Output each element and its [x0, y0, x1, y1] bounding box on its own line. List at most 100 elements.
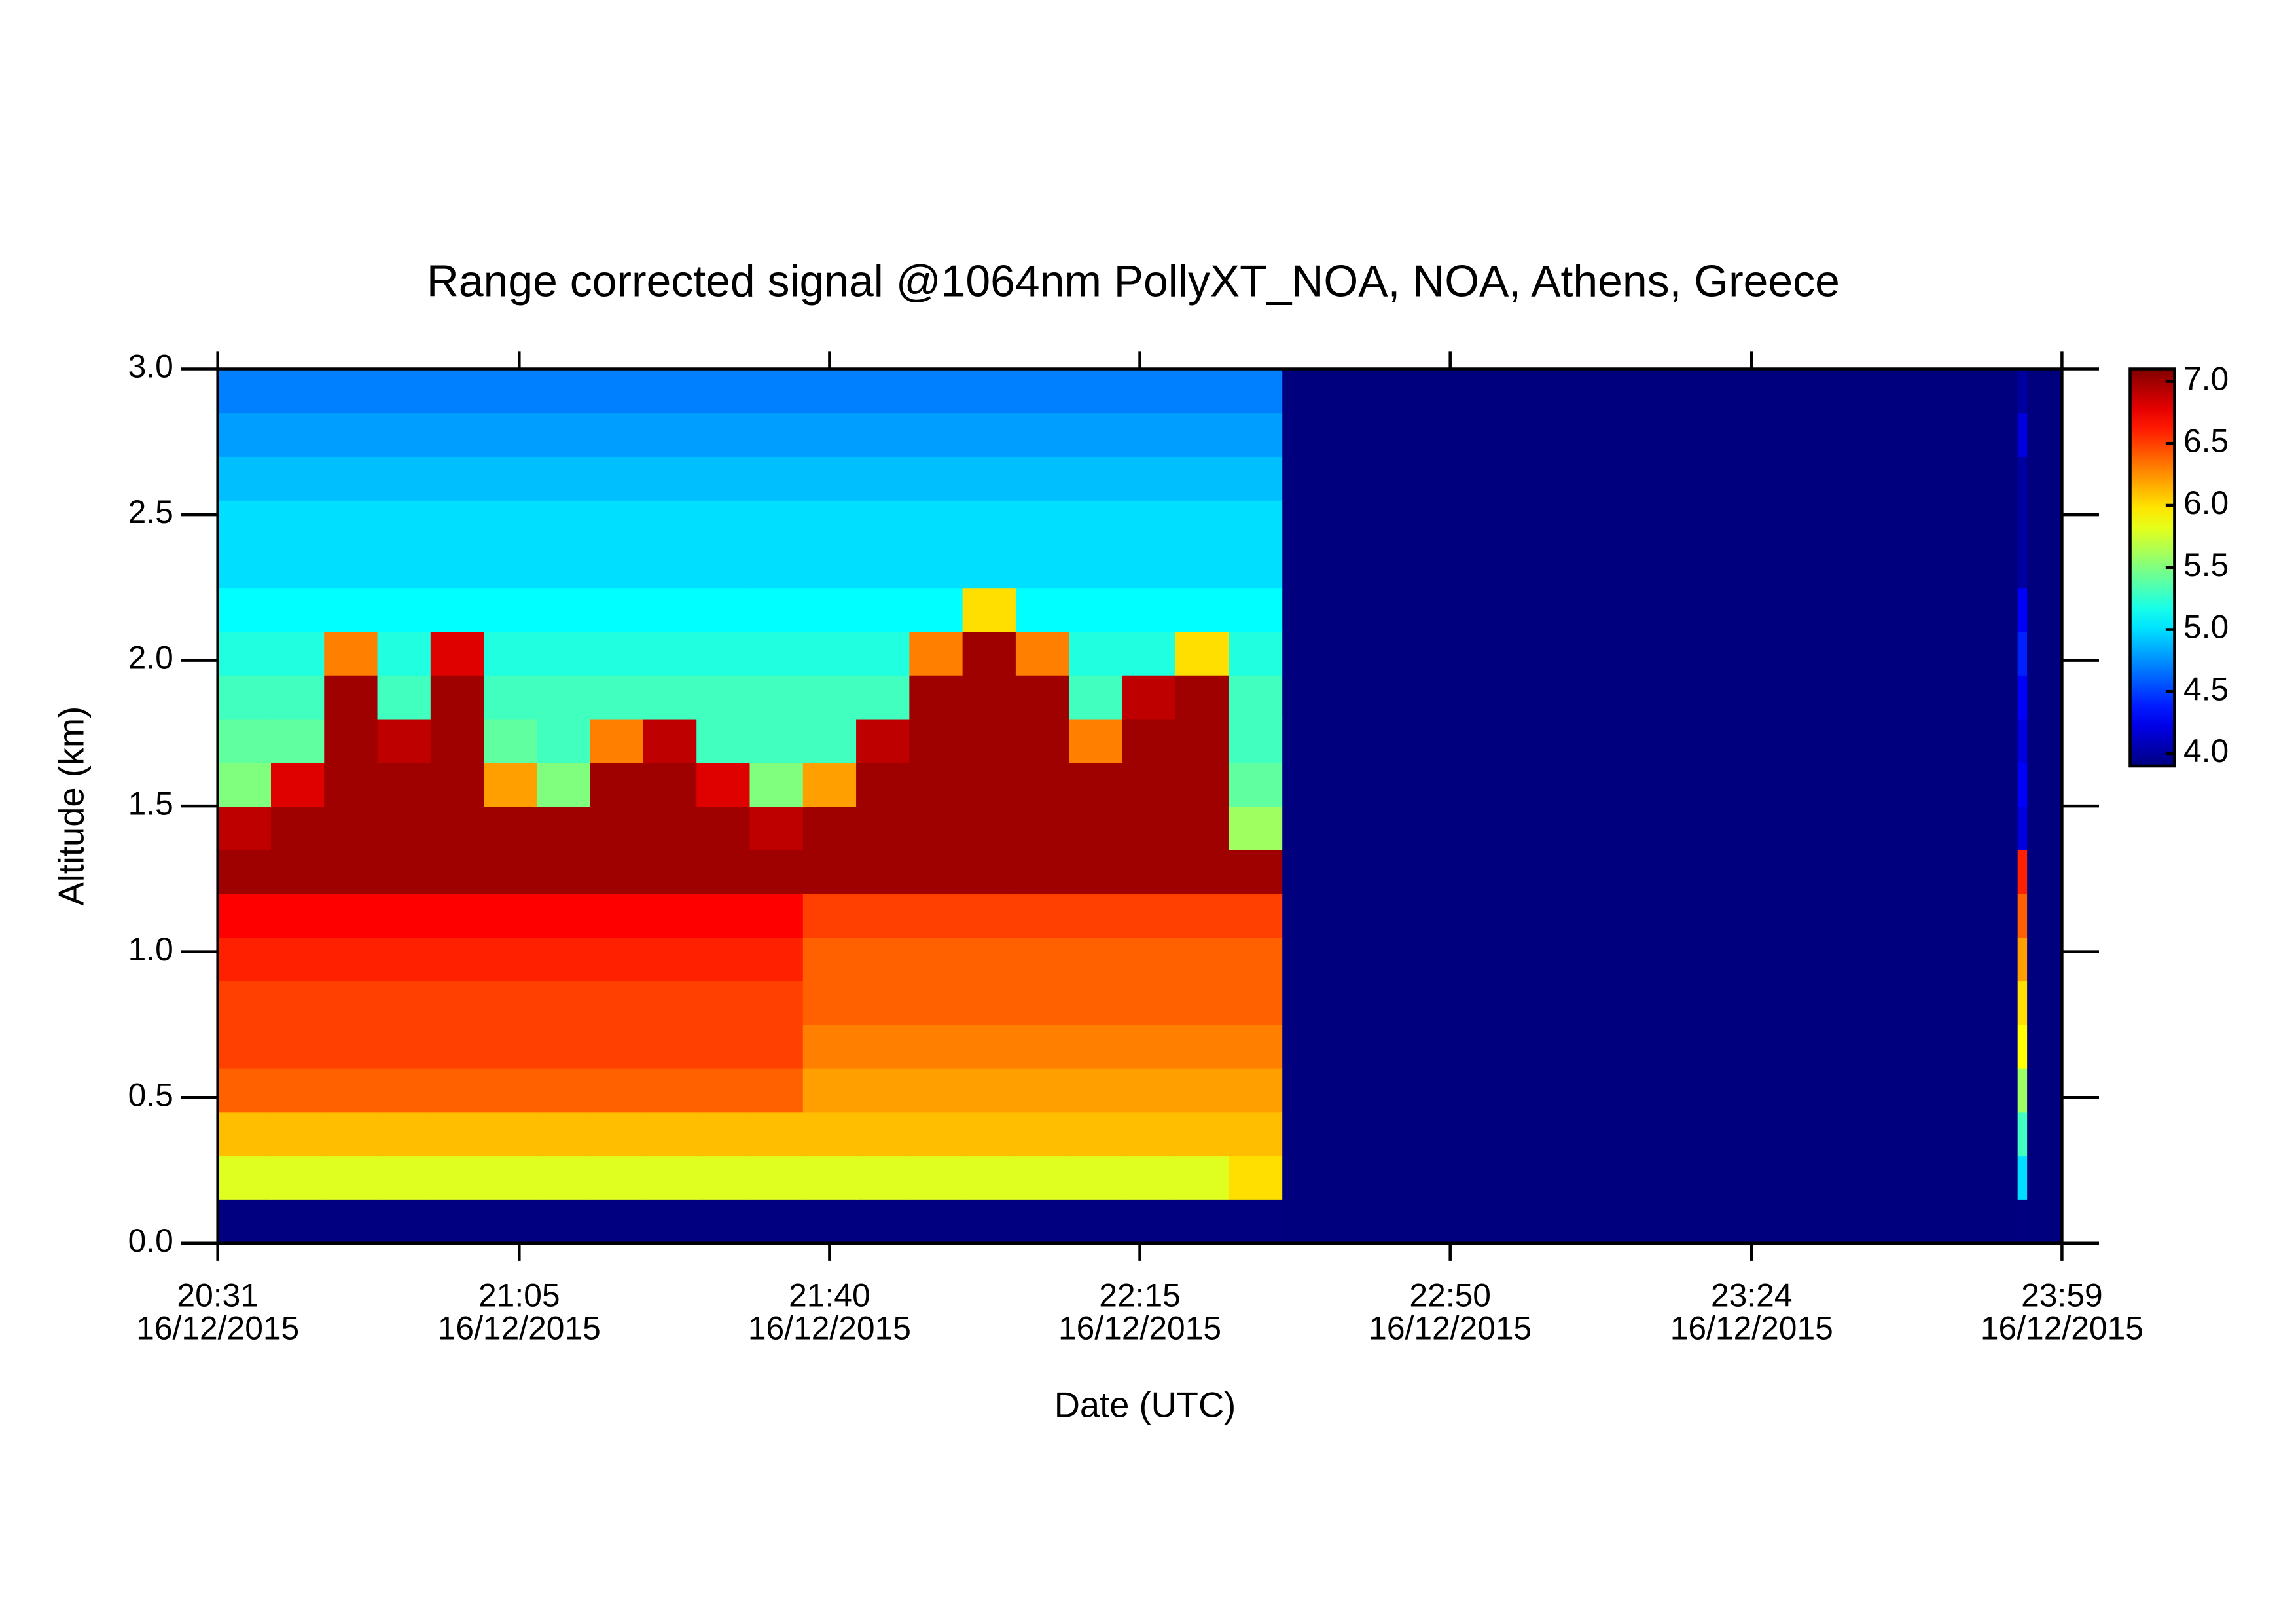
heatmap-cell	[217, 369, 272, 414]
heatmap-cell	[1122, 1024, 1176, 1069]
heatmap-cell	[217, 587, 272, 632]
heatmap-cell	[324, 806, 378, 850]
heatmap-cell	[643, 1199, 698, 1244]
heatmap-cell	[749, 369, 804, 414]
heatmap-cell	[377, 456, 431, 501]
heatmap-cell	[484, 456, 538, 501]
heatmap-cell	[590, 1156, 644, 1200]
heatmap-cell	[2017, 500, 2028, 545]
heatmap-cell	[430, 937, 485, 982]
heatmap-cell	[484, 1024, 538, 1069]
heatmap-cell	[1122, 587, 1176, 632]
heatmap-cell	[1175, 674, 1229, 720]
heatmap-cell	[377, 1112, 431, 1157]
heatmap-cell	[430, 1112, 485, 1157]
y-tick-label: 1.0	[128, 931, 173, 968]
heatmap-cell	[856, 762, 910, 807]
heatmap-cell	[537, 674, 591, 720]
heatmap-cell	[696, 500, 751, 545]
heatmap-cell	[1122, 762, 1176, 807]
heatmap-cell	[909, 981, 963, 1025]
heatmap-cell	[856, 500, 910, 545]
heatmap-cell	[749, 718, 804, 763]
heatmap-cell	[1122, 674, 1176, 720]
heatmap-cell	[696, 543, 751, 589]
heatmap-cell	[802, 500, 857, 545]
heatmap-cell	[802, 543, 857, 589]
heatmap-cell	[484, 1068, 538, 1113]
heatmap-cell	[217, 1068, 272, 1113]
heatmap-cell	[1229, 1112, 1283, 1157]
heatmap-cell	[430, 500, 485, 545]
heatmap-cell	[270, 1199, 325, 1244]
heatmap-cell	[1229, 893, 1283, 938]
y-tick-label: 2.0	[128, 640, 173, 676]
heatmap-cell	[484, 981, 538, 1025]
heatmap-cell	[217, 762, 272, 807]
x-tick-label: 21:40	[789, 1277, 870, 1314]
heatmap-cell	[2017, 1112, 2028, 1157]
heatmap-cell	[856, 1068, 910, 1113]
colorbar-tick-label: 4.0	[2183, 733, 2229, 769]
heatmap-cell	[377, 1068, 431, 1113]
heatmap-cell	[643, 500, 698, 545]
heatmap-cell	[1069, 674, 1123, 720]
y-tick-label: 3.0	[128, 348, 173, 385]
heatmap	[217, 369, 2062, 1244]
heatmap-cell	[217, 1024, 272, 1069]
heatmap-cell	[1122, 543, 1176, 589]
heatmap-cell	[1175, 1156, 1229, 1200]
heatmap-cell	[1015, 718, 1070, 763]
heatmap-cell	[962, 849, 1016, 894]
heatmap-cell	[537, 849, 591, 894]
heatmap-cell	[1122, 631, 1176, 676]
heatmap-cell	[962, 587, 1016, 632]
heatmap-cell	[962, 456, 1016, 501]
heatmap-cell	[749, 1199, 804, 1244]
heatmap-cell	[1015, 981, 1070, 1025]
heatmap-cell	[643, 937, 698, 982]
heatmap-cell	[537, 806, 591, 850]
heatmap-cell	[1069, 631, 1123, 676]
heatmap-cell	[537, 1156, 591, 1200]
heatmap-cell	[1069, 762, 1123, 807]
heatmap-cell	[856, 718, 910, 763]
y-tick-label: 0.5	[128, 1076, 173, 1113]
heatmap-cell	[377, 1199, 431, 1244]
heatmap-cell	[1175, 587, 1229, 632]
heatmap-cell	[749, 1068, 804, 1113]
heatmap-cell	[909, 1112, 963, 1157]
heatmap-cell	[484, 937, 538, 982]
heatmap-cell	[2017, 1068, 2028, 1113]
heatmap-cell	[1175, 1199, 1229, 1244]
heatmap-cell	[537, 1199, 591, 1244]
heatmap-cell	[962, 674, 1016, 720]
heatmap-cell	[324, 981, 378, 1025]
heatmap-cell	[643, 1068, 698, 1113]
heatmap-cell	[749, 631, 804, 676]
heatmap-cell	[856, 1156, 910, 1200]
heatmap-cell	[909, 806, 963, 850]
heatmap-cell	[1069, 543, 1123, 589]
heatmap-cell	[1015, 412, 1070, 457]
heatmap-cell	[802, 762, 857, 807]
heatmap-cell	[2017, 631, 2028, 676]
heatmap-cell	[1175, 849, 1229, 894]
heatmap-cell	[1015, 762, 1070, 807]
heatmap-cell	[909, 500, 963, 545]
heatmap-cell	[484, 806, 538, 850]
heatmap-cell	[1175, 718, 1229, 763]
heatmap-cell	[856, 849, 910, 894]
heatmap-cell	[643, 762, 698, 807]
heatmap-cell	[856, 631, 910, 676]
heatmap-cell	[2017, 849, 2028, 894]
heatmap-cell	[1229, 543, 1283, 589]
heatmap-cell	[1069, 369, 1123, 414]
heatmap-cell	[2017, 543, 2028, 589]
heatmap-cell	[696, 937, 751, 982]
heatmap-cell	[856, 587, 910, 632]
heatmap-cell	[802, 1199, 857, 1244]
x-tick-date: 16/12/2015	[1670, 1309, 1833, 1346]
heatmap-cell	[324, 718, 378, 763]
